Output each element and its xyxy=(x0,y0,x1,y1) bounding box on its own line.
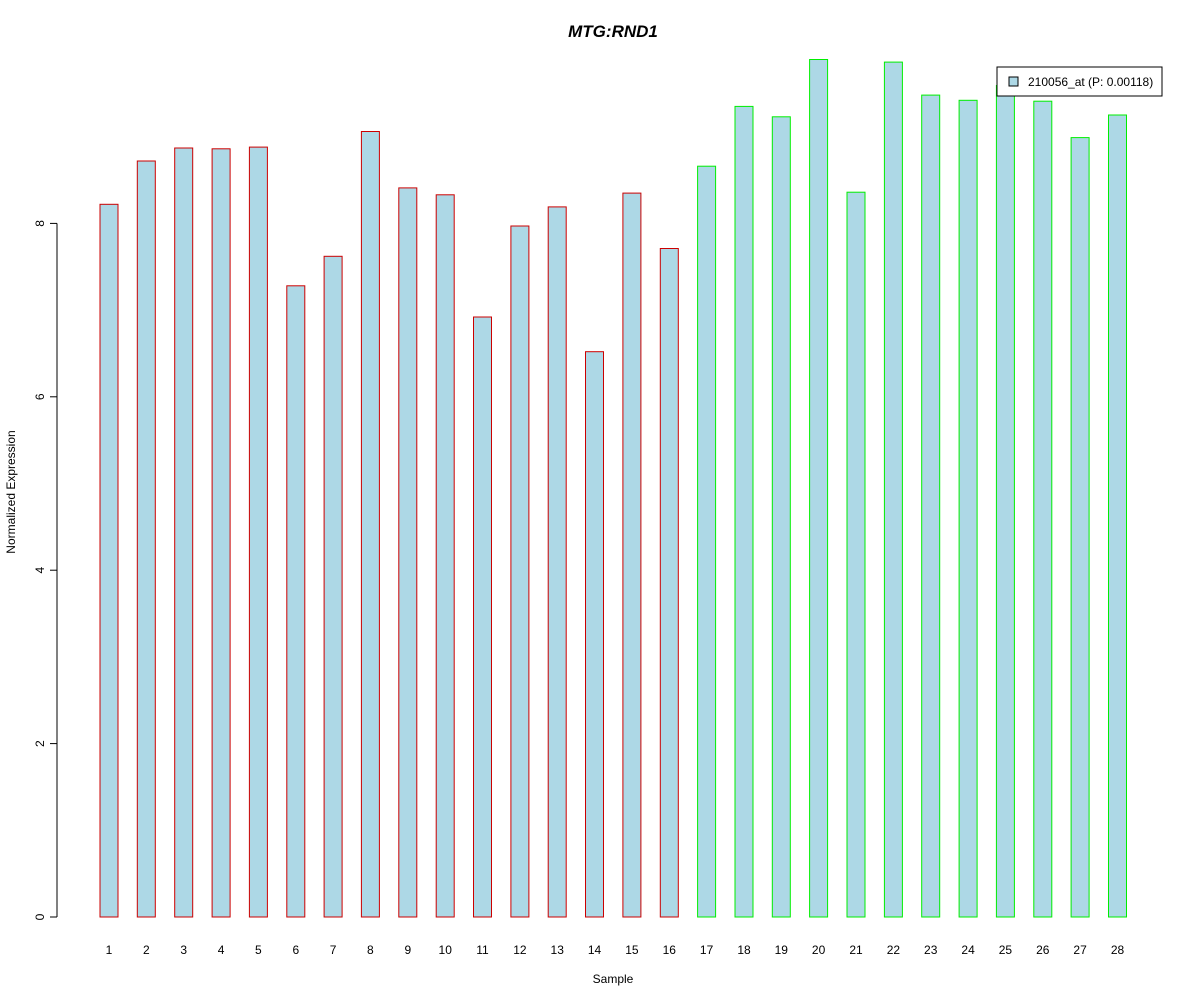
bar-sample-1 xyxy=(99,203,119,918)
bar-sample-6 xyxy=(286,285,306,918)
bar-sample-18 xyxy=(734,105,754,918)
x-tick-label: 3 xyxy=(180,943,187,957)
x-tick-label: 7 xyxy=(330,943,337,957)
x-tick-label: 10 xyxy=(439,943,453,957)
bar-sample-10 xyxy=(435,194,455,918)
x-tick-label: 6 xyxy=(292,943,299,957)
bar-sample-16 xyxy=(659,248,679,918)
legend-label: 210056_at (P: 0.00118) xyxy=(1028,75,1153,89)
x-tick-label: 28 xyxy=(1111,943,1125,957)
bar-sample-17 xyxy=(697,165,717,918)
x-tick-label: 20 xyxy=(812,943,826,957)
x-tick-label: 11 xyxy=(476,943,489,957)
x-tick-label: 9 xyxy=(404,943,411,957)
bar-sample-21 xyxy=(846,191,866,918)
x-axis-tick-labels: 1 2 3 4 5 6 7 8 9 10 11 12 13 14 15 16 17 18 19 20 21 22 23 24 2… xyxy=(106,943,1125,957)
y-tick-label: 4 xyxy=(33,567,47,574)
bar-sample-26 xyxy=(1033,100,1053,918)
x-tick-label: 17 xyxy=(700,943,714,957)
x-tick-label: 15 xyxy=(625,943,639,957)
x-tick-label: 13 xyxy=(551,943,565,957)
x-axis-label: Sample xyxy=(593,972,634,986)
x-tick-label: 19 xyxy=(775,943,789,957)
x-tick-label: 8 xyxy=(367,943,374,957)
bar-sample-12 xyxy=(510,225,530,918)
bar-sample-8 xyxy=(360,131,380,918)
y-tick-label: 0 xyxy=(33,913,47,920)
bar-sample-5 xyxy=(248,146,268,918)
bar-sample-14 xyxy=(585,351,604,918)
x-tick-label: 25 xyxy=(999,943,1013,957)
bar-sample-4 xyxy=(211,148,231,918)
x-tick-label: 14 xyxy=(588,943,602,957)
bar-sample-28 xyxy=(1108,114,1127,918)
x-tick-label: 21 xyxy=(849,943,863,957)
bar-sample-19 xyxy=(771,116,791,918)
legend-swatch xyxy=(1008,76,1019,87)
x-tick-label: 24 xyxy=(961,943,975,957)
legend: 210056_at (P: 0.00118) xyxy=(996,66,1163,97)
x-tick-label: 2 xyxy=(143,943,150,957)
x-tick-label: 1 xyxy=(106,943,113,957)
bar-sample-15 xyxy=(622,192,642,918)
x-tick-label: 5 xyxy=(255,943,262,957)
legend-box xyxy=(996,66,1163,97)
bar-sample-3 xyxy=(174,147,194,918)
y-axis: 0 2 4 6 8 xyxy=(33,220,58,920)
bar-sample-9 xyxy=(398,187,418,918)
x-tick-label: 18 xyxy=(737,943,751,957)
bars xyxy=(99,59,1127,918)
bar-sample-27 xyxy=(1070,137,1090,918)
x-tick-label: 4 xyxy=(218,943,225,957)
bar-sample-25 xyxy=(995,85,1015,918)
bar-sample-2 xyxy=(136,160,156,918)
bar-sample-11 xyxy=(473,316,492,918)
bar-sample-7 xyxy=(323,255,343,918)
bar-sample-20 xyxy=(809,59,829,918)
y-tick-label: 6 xyxy=(33,393,47,400)
x-tick-label: 26 xyxy=(1036,943,1050,957)
y-tick-label: 2 xyxy=(33,740,47,747)
bar-sample-23 xyxy=(921,94,941,918)
chart-title: MTG:RND1 xyxy=(568,22,658,41)
y-tick-label: 8 xyxy=(33,220,47,227)
x-tick-label: 16 xyxy=(663,943,677,957)
bar-sample-24 xyxy=(958,99,978,918)
x-tick-label: 12 xyxy=(513,943,527,957)
y-axis-label: Normalized Expression xyxy=(4,430,18,553)
bar-sample-22 xyxy=(883,61,903,918)
bar-sample-13 xyxy=(547,206,567,918)
x-tick-label: 27 xyxy=(1073,943,1087,957)
x-tick-label: 23 xyxy=(924,943,938,957)
x-tick-label: 22 xyxy=(887,943,901,957)
